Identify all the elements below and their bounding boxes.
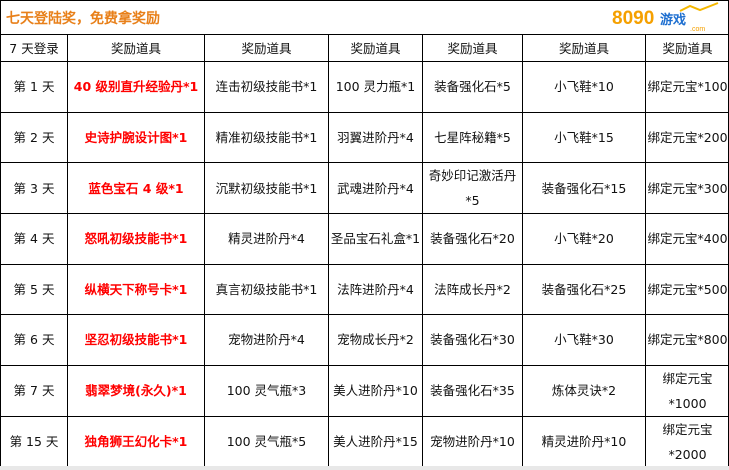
reward-cell: 绑定元宝*2000	[645, 415, 729, 468]
reward-cell: 小飞鞋*20	[522, 213, 646, 265]
svg-text:游戏: 游戏	[660, 12, 686, 28]
reward-cell: 装备强化石*5	[422, 61, 523, 113]
bottom-scroll-strip	[0, 466, 729, 470]
reward-cell: 绑定元宝*200	[645, 111, 729, 163]
reward-cell: 七星阵秘籍*5	[422, 111, 523, 163]
svg-text:.com: .com	[690, 26, 705, 33]
reward-cell: 纵横天下称号卡*1	[67, 263, 205, 315]
reward-cell: 法阵进阶丹*4	[328, 263, 423, 315]
reward-cell: 蓝色宝石 4 级*1	[67, 162, 205, 214]
day-cell: 第 15 天	[0, 415, 68, 468]
watermark-logo: 8090 游戏 .com	[612, 2, 719, 33]
reward-cell: 绑定元宝*100	[645, 61, 729, 113]
table-header: 7 天登录 奖励道具 奖励道具 奖励道具 奖励道具 奖励道具 奖励道具	[0, 34, 729, 62]
reward-cell: 宠物进阶丹*10	[422, 415, 523, 468]
day-cell: 第 6 天	[0, 314, 68, 366]
reward-cell: 绑定元宝*400	[645, 213, 729, 265]
table-row: 第 2 天史诗护腕设计图*1 精准初级技能书*1 羽翼进阶丹*4 七星阵秘籍*5 小飞鞋…	[0, 111, 729, 163]
reward-cell: 小飞鞋*10	[522, 61, 646, 113]
reward-cell: 史诗护腕设计图*1	[67, 111, 205, 163]
reward-cell: 奇妙印记激活丹*5	[422, 162, 523, 214]
reward-cell: 法阵成长丹*2	[422, 263, 523, 315]
header-cell: 奖励道具	[645, 34, 729, 62]
reward-cell: 连击初级技能书*1	[204, 61, 329, 113]
reward-cell: 坚忍初级技能书*1	[67, 314, 205, 366]
reward-cell: 装备强化石*30	[422, 314, 523, 366]
reward-cell: 小飞鞋*30	[522, 314, 646, 366]
reward-cell: 装备强化石*15	[522, 162, 646, 214]
reward-cell: 绑定元宝*300	[645, 162, 729, 214]
table-row: 第 4 天怒吼初级技能书*1 精灵进阶丹*4 圣品宝石礼盒*1 装备强化石*20 小飞鞋…	[0, 213, 729, 265]
header-cell: 奖励道具	[328, 34, 423, 62]
reward-cell: 宠物成长丹*2	[328, 314, 423, 366]
reward-cell: 精灵进阶丹*10	[522, 415, 646, 468]
page-title: 七天登陆奖，免费拿奖励	[6, 11, 160, 27]
reward-cell: 宠物进阶丹*4	[204, 314, 329, 366]
day-cell: 第 5 天	[0, 263, 68, 315]
header-cell: 奖励道具	[522, 34, 646, 62]
reward-cell: 装备强化石*25	[522, 263, 646, 315]
reward-cell: 怒吼初级技能书*1	[67, 213, 205, 265]
reward-cell: 炼体灵诀*2	[522, 364, 646, 417]
reward-cell: 美人进阶丹*15	[328, 415, 423, 468]
reward-cell: 40 级别直升经验丹*1	[67, 61, 205, 113]
table-row: 第 7 天翡翠梦境(永久)*1 100 灵气瓶*3 美人进阶丹*10 装备强化石*35…	[0, 364, 729, 417]
table-row: 第 5 天纵横天下称号卡*1 真言初级技能书*1 法阵进阶丹*4 法阵成长丹*2 装备强…	[0, 263, 729, 315]
reward-cell: 100 灵气瓶*3	[204, 364, 329, 417]
header-cell: 7 天登录	[0, 34, 68, 62]
header-cell: 奖励道具	[422, 34, 523, 62]
reward-cell: 圣品宝石礼盒*1	[328, 213, 423, 265]
reward-cell: 绑定元宝*500	[645, 263, 729, 315]
header-cell: 奖励道具	[67, 34, 205, 62]
table-row: 第 1 天 40 级别直升经验丹*1 连击初级技能书*1 100 灵力瓶*1 装备强化石…	[0, 61, 729, 113]
reward-cell: 翡翠梦境(永久)*1	[67, 364, 205, 417]
svg-text:8090: 8090	[612, 8, 654, 29]
day-cell: 第 7 天	[0, 364, 68, 417]
reward-cell: 绑定元宝*800	[645, 314, 729, 366]
table-row: 第 6 天坚忍初级技能书*1 宠物进阶丹*4 宠物成长丹*2 装备强化石*30 小飞鞋*…	[0, 314, 729, 366]
day-cell: 第 2 天	[0, 111, 68, 163]
header-cell: 奖励道具	[204, 34, 329, 62]
reward-cell: 装备强化石*35	[422, 364, 523, 417]
reward-cell: 100 灵力瓶*1	[328, 61, 423, 113]
reward-table: 7 天登录 奖励道具 奖励道具 奖励道具 奖励道具 奖励道具 奖励道具 第 1 …	[0, 34, 729, 468]
reward-cell: 独角狮王幻化卡*1	[67, 415, 205, 468]
reward-cell: 100 灵气瓶*5	[204, 415, 329, 468]
reward-cell: 绑定元宝*1000	[645, 364, 729, 417]
day-cell: 第 4 天	[0, 213, 68, 265]
reward-cell: 美人进阶丹*10	[328, 364, 423, 417]
reward-cell: 沉默初级技能书*1	[204, 162, 329, 214]
day-cell: 第 1 天	[0, 61, 68, 113]
reward-cell: 小飞鞋*15	[522, 111, 646, 163]
table-row: 第 15 天独角狮王幻化卡*1 100 灵气瓶*5 美人进阶丹*15 宠物进阶丹*10…	[0, 415, 729, 468]
reward-cell: 装备强化石*20	[422, 213, 523, 265]
table-row: 第 3 天蓝色宝石 4 级*1 沉默初级技能书*1 武魂进阶丹*4 奇妙印记激活丹*5…	[0, 162, 729, 214]
reward-cell: 武魂进阶丹*4	[328, 162, 423, 214]
reward-cell: 精准初级技能书*1	[204, 111, 329, 163]
day-cell: 第 3 天	[0, 162, 68, 214]
reward-cell: 精灵进阶丹*4	[204, 213, 329, 265]
reward-cell: 羽翼进阶丹*4	[328, 111, 423, 163]
reward-cell: 真言初级技能书*1	[204, 263, 329, 315]
